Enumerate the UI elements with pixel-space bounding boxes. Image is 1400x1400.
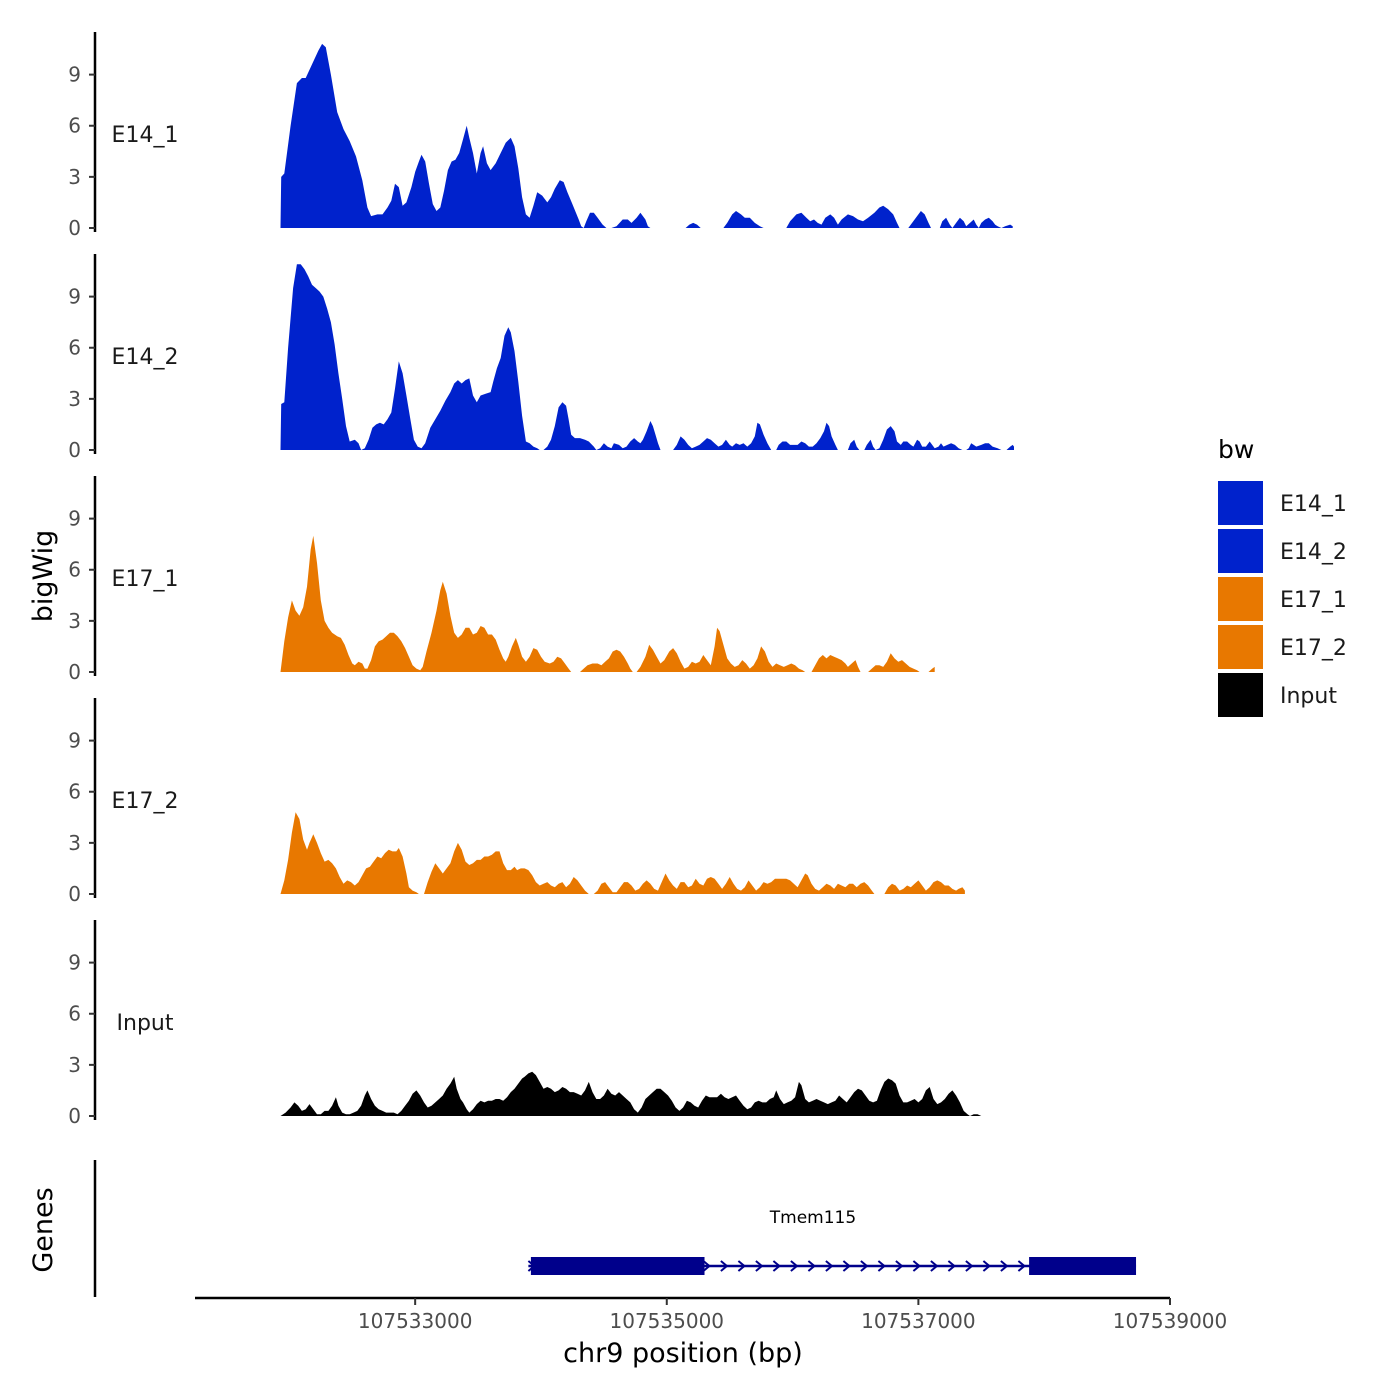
strand-arrow: [982, 1260, 991, 1272]
y-tick-label: 3: [68, 1053, 81, 1077]
y-tick-label: 6: [68, 558, 81, 582]
track-label: Input: [117, 1011, 174, 1036]
strand-arrow: [877, 1260, 886, 1272]
y-tick-label: 9: [68, 507, 81, 531]
gene-label: Tmem115: [769, 1208, 856, 1228]
gene-Tmem115: Tmem115: [527, 1208, 1137, 1275]
legend-swatch-Input: [1218, 673, 1263, 717]
legend: bw E14_1 E14_2 E17_1 E17_2 Input: [1218, 435, 1347, 717]
coverage-area-E17_1: [280, 535, 935, 672]
gene-exon: [530, 1257, 705, 1275]
legend-swatch-E17_2: [1218, 625, 1263, 669]
y-tick-label: 3: [68, 165, 81, 189]
strand-arrow: [702, 1260, 711, 1272]
y-axis-title: bigWig: [28, 530, 59, 623]
legend-swatch-E17_1: [1218, 577, 1263, 621]
x-axis-title: chr9 position (bp): [563, 1338, 803, 1369]
track-Input: 0 3 6 9 Input: [68, 920, 982, 1128]
x-tick-label: 107533000: [358, 1309, 473, 1333]
track-label: E17_1: [112, 567, 179, 592]
y-tick-label: 9: [68, 285, 81, 309]
legend-swatch-E14_2: [1218, 529, 1263, 573]
y-tick-label: 3: [68, 609, 81, 633]
coverage-area-E14_1: [280, 43, 1013, 229]
legend-label: E17_1: [1280, 588, 1347, 613]
coverage-area-E14_2: [280, 264, 1014, 450]
track-label: E17_2: [112, 789, 179, 814]
coverage-area-E17_2: [280, 812, 965, 894]
strand-arrow: [930, 1260, 939, 1272]
coverage-tracks: 0 3 6 9 E14_1 0 3 6 9 E14_2 0 3 6 9 E17_1 0 3 6 9 E17_2 0 3 6 9…: [68, 32, 1014, 1128]
strand-arrow: [825, 1260, 834, 1272]
x-axis: 107533000 107535000 107537000 107539000: [195, 1296, 1228, 1333]
strand-arrow: [965, 1260, 974, 1272]
gene-exon: [1029, 1257, 1137, 1275]
y-tick-label: 9: [68, 951, 81, 975]
strand-arrow: [1017, 1260, 1026, 1272]
track-E14_1: 0 3 6 9 E14_1: [68, 32, 1013, 240]
y-tick-label: 0: [68, 438, 81, 462]
strand-arrow: [842, 1260, 851, 1272]
strand-arrow: [895, 1260, 904, 1272]
y-tick-label: 3: [68, 387, 81, 411]
strand-arrow: [772, 1260, 781, 1272]
strand-arrow: [755, 1260, 764, 1272]
x-tick-label: 107537000: [861, 1309, 976, 1333]
strand-arrow: [737, 1260, 746, 1272]
y-tick-label: 6: [68, 780, 81, 804]
strand-arrow: [807, 1260, 816, 1272]
legend-label: E14_1: [1280, 492, 1347, 517]
x-tick-label: 107535000: [610, 1309, 725, 1333]
y-tick-label: 6: [68, 1002, 81, 1026]
strand-arrow: [912, 1260, 921, 1272]
strand-arrow: [790, 1260, 799, 1272]
track-label: E14_1: [112, 123, 179, 148]
legend-label: E14_2: [1280, 540, 1347, 565]
y-tick-label: 9: [68, 63, 81, 87]
strand-arrow: [947, 1260, 956, 1272]
legend-label: Input: [1280, 684, 1337, 709]
y-tick-label: 3: [68, 831, 81, 855]
track-label: E14_2: [112, 345, 179, 370]
legend-title: bw: [1218, 435, 1254, 464]
strand-arrow: [720, 1260, 729, 1272]
legend-swatch-E14_1: [1218, 481, 1263, 525]
y-tick-label: 0: [68, 1104, 81, 1128]
y-tick-label: 0: [68, 216, 81, 240]
x-tick-label: 107539000: [1113, 1309, 1228, 1333]
y-tick-label: 0: [68, 660, 81, 684]
track-E14_2: 0 3 6 9 E14_2: [68, 254, 1014, 462]
strand-arrow: [1000, 1260, 1009, 1272]
strand-arrow: [860, 1260, 869, 1272]
y-tick-label: 0: [68, 882, 81, 906]
track-E17_1: 0 3 6 9 E17_1: [68, 476, 935, 684]
y-tick-label: 6: [68, 336, 81, 360]
y-tick-label: 6: [68, 114, 81, 138]
legend-label: E17_2: [1280, 636, 1347, 661]
track-E17_2: 0 3 6 9 E17_2: [68, 698, 965, 906]
genes-axis-title: Genes: [28, 1187, 59, 1272]
y-tick-label: 9: [68, 729, 81, 753]
gene-track: Tmem115: [93, 1160, 1137, 1297]
coverage-area-Input: [280, 1071, 982, 1116]
